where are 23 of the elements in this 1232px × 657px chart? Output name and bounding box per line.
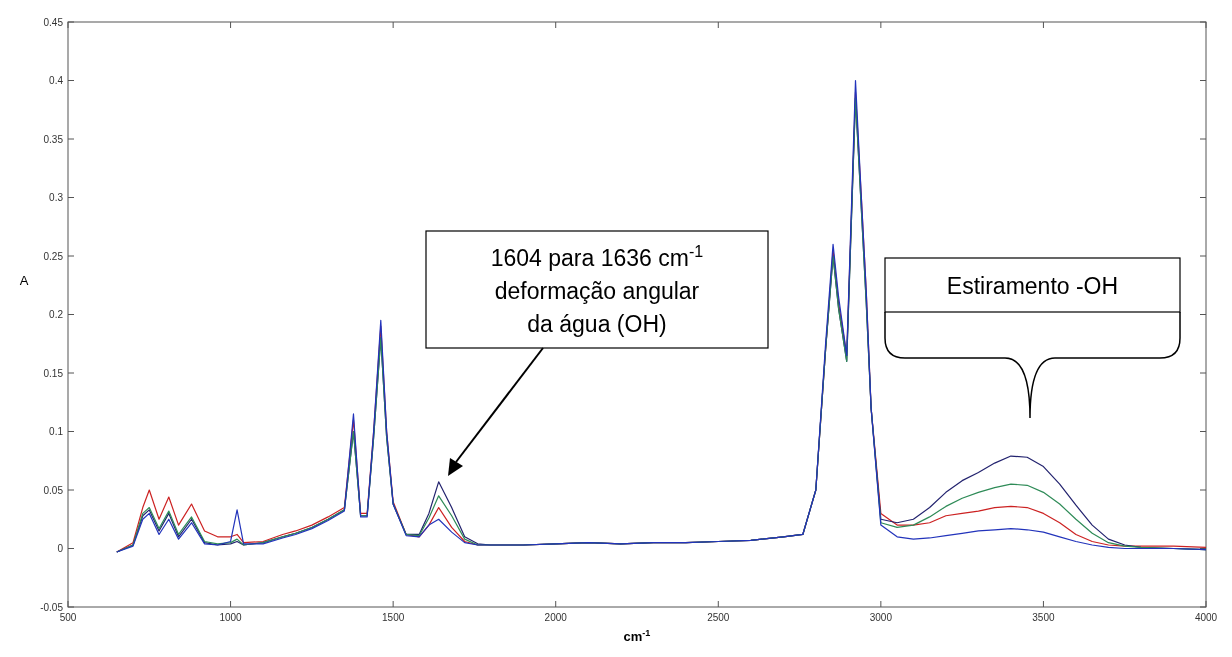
y-tick-label: 0.1 <box>49 426 64 437</box>
x-tick-label: 2500 <box>707 612 730 623</box>
x-tick-label: 1000 <box>219 612 243 623</box>
y-tick-label: 0.3 <box>49 192 64 203</box>
annotation: Estiramento -OH <box>946 273 1119 299</box>
y-tick-label: 0.25 <box>43 250 64 262</box>
y-tick-label: 0.45 <box>43 16 64 28</box>
x-tick-label: 500 <box>59 612 77 623</box>
x-tick-label: 4000 <box>1194 612 1218 623</box>
y-tick-label: 0.4 <box>49 75 64 86</box>
x-tick-label: 3000 <box>869 612 893 623</box>
x-tick-label: 3500 <box>1032 612 1055 623</box>
y-tick-label: 0.2 <box>49 309 64 320</box>
x-tick-label: 1500 <box>382 612 405 623</box>
y-tick-label: 0 <box>57 543 64 554</box>
x-tick-label: 2000 <box>544 612 568 623</box>
x-axis-title: cm$^{-1}$ <box>623 628 651 644</box>
y-tick-label: 0.05 <box>43 484 64 496</box>
y-axis-title: A <box>19 273 29 289</box>
y-tick-label: -0.05 <box>40 601 64 613</box>
y-tick-label: 0.35 <box>43 133 64 145</box>
annotation: 1604 para 1636 cm$^{-1}$ deformação angular da água (OH) <box>490 242 704 337</box>
y-tick-label: 0.15 <box>43 367 64 379</box>
